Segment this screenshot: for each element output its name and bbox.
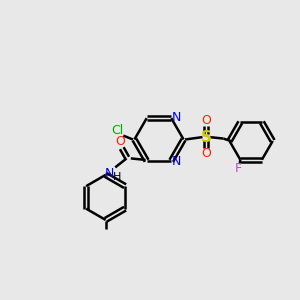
Text: Cl: Cl: [111, 124, 123, 137]
Text: O: O: [116, 135, 125, 148]
Text: H: H: [112, 172, 121, 182]
Text: N: N: [171, 155, 181, 168]
Text: N: N: [171, 111, 181, 124]
Text: N: N: [104, 167, 114, 180]
Text: O: O: [201, 147, 211, 161]
Text: S: S: [201, 130, 212, 145]
Text: O: O: [201, 114, 211, 127]
Text: F: F: [235, 162, 242, 175]
